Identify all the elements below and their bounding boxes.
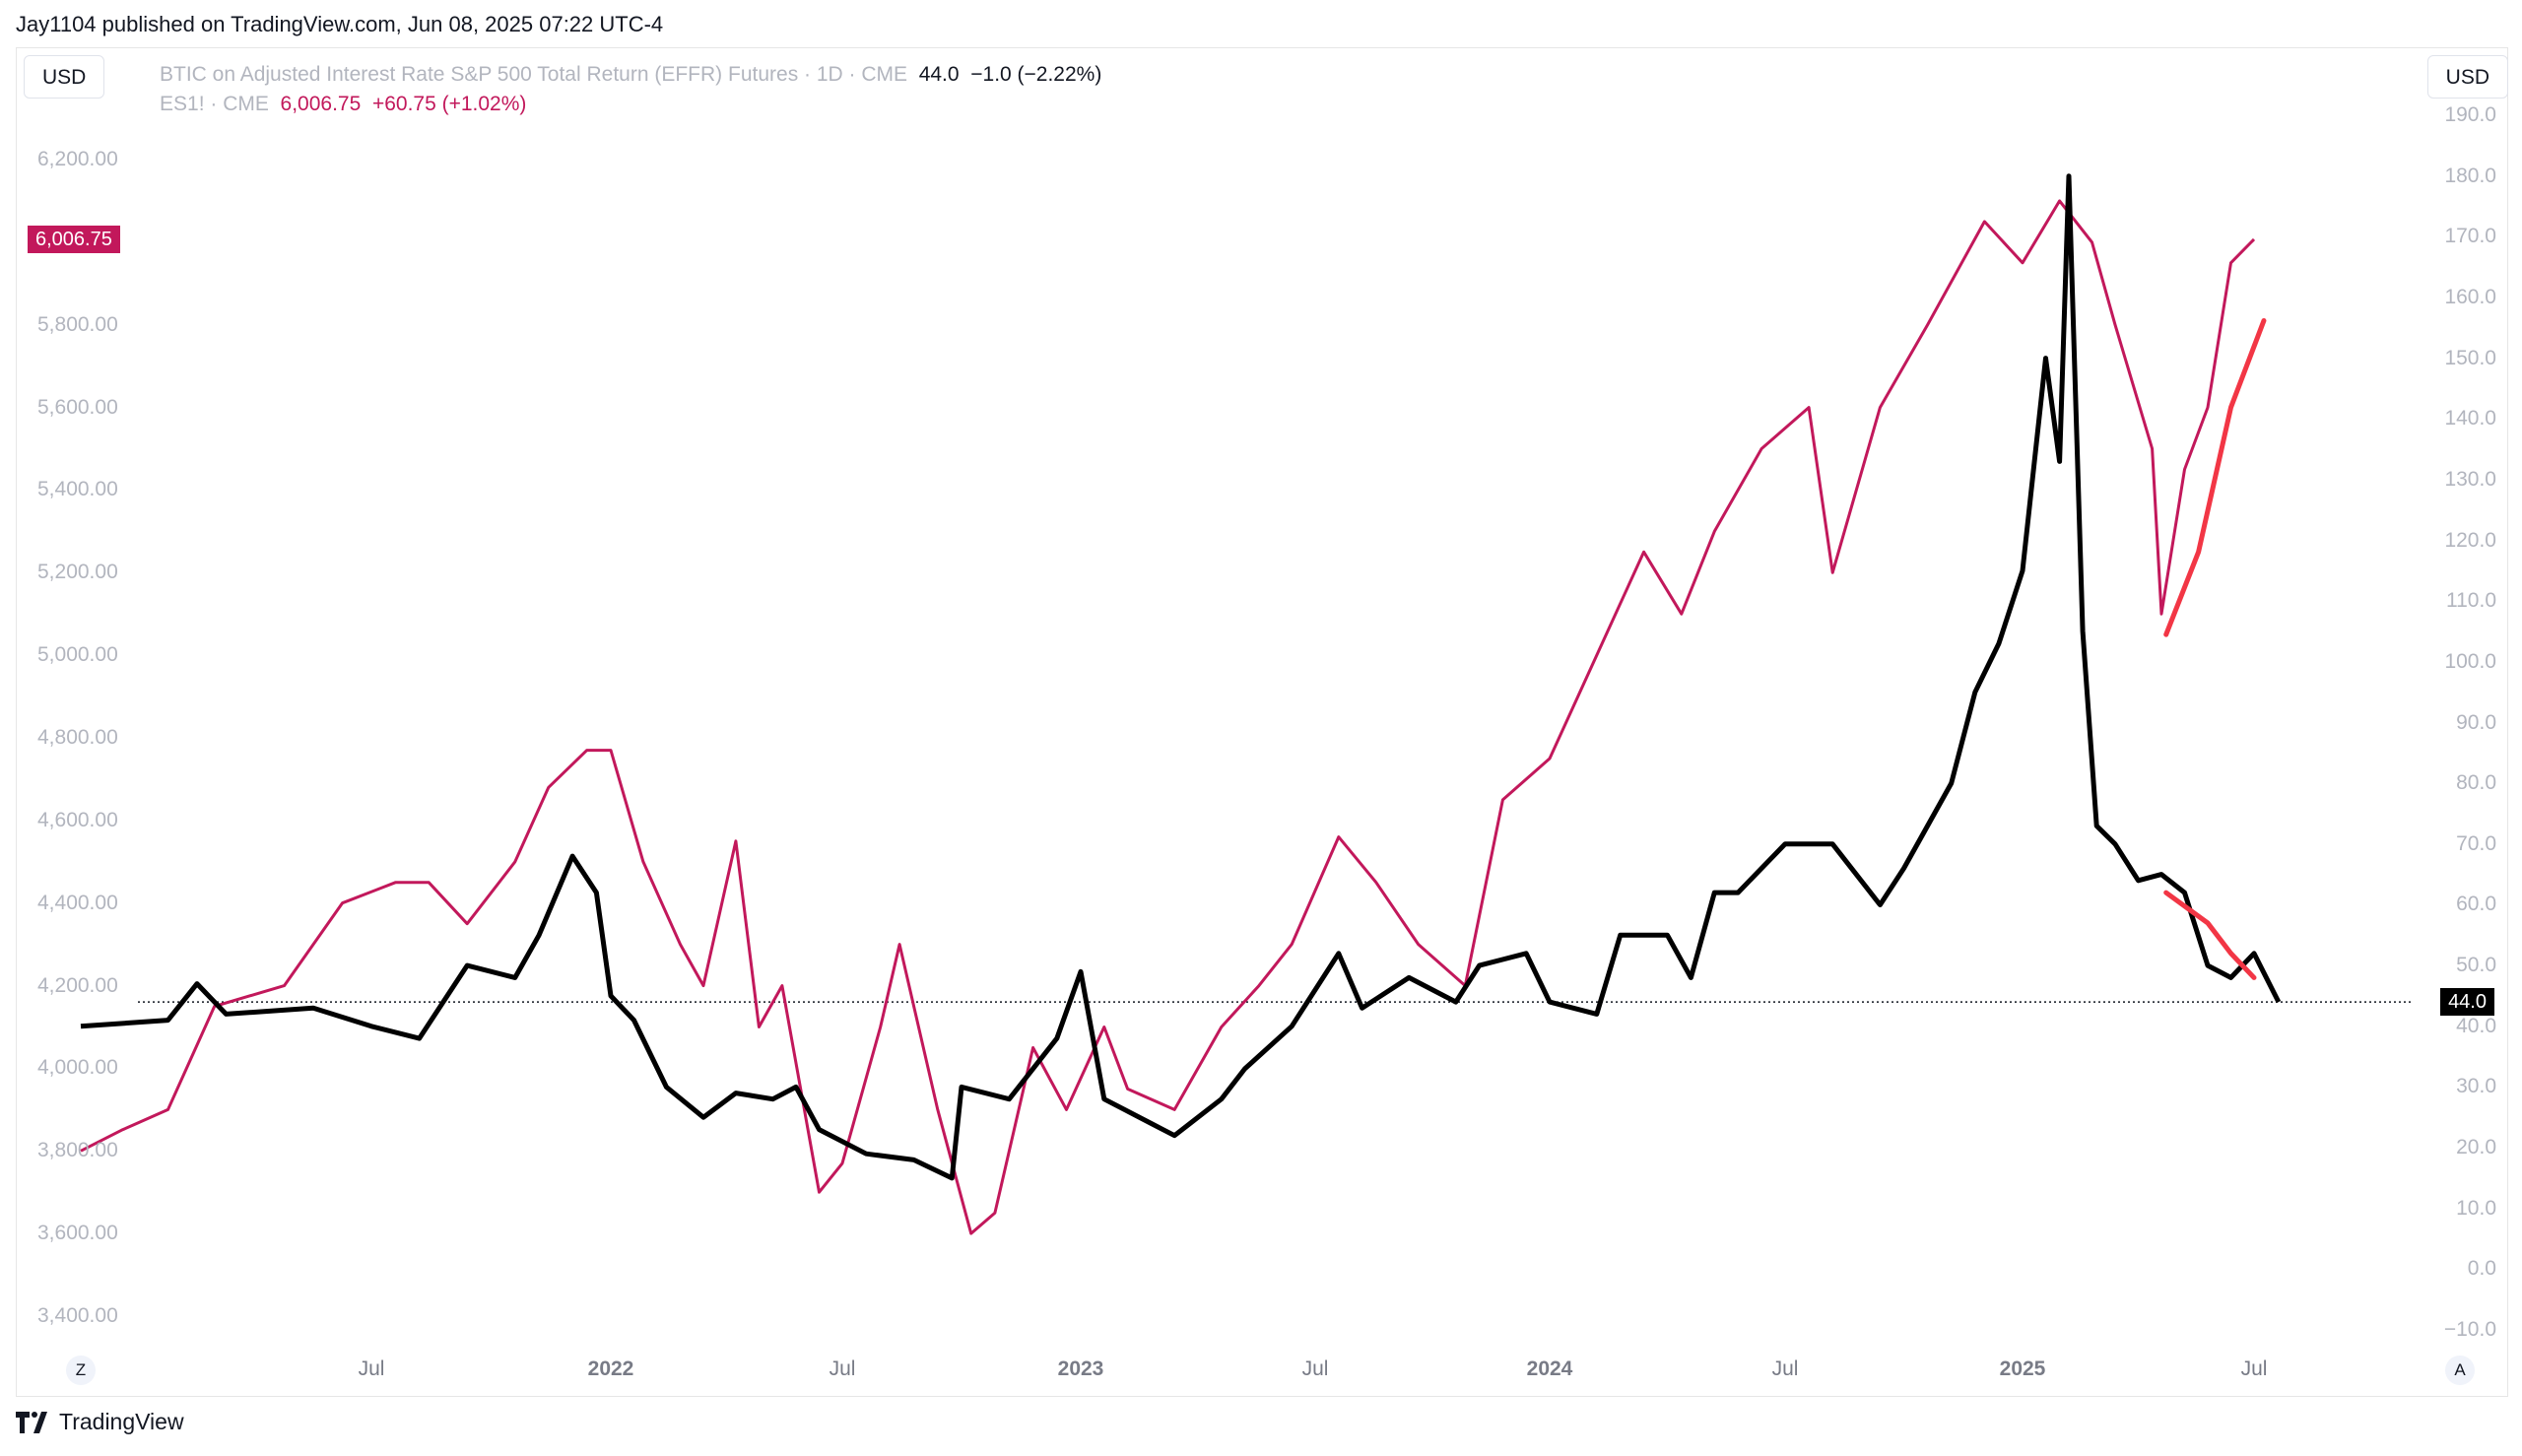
x-axis-tick: 2025	[1999, 1357, 2046, 1380]
left-axis-label: 5,000.00	[37, 643, 118, 667]
right-axis-label: 100.0	[2444, 649, 2496, 673]
left-axis-label: 3,600.00	[37, 1222, 118, 1245]
right-axis-label: 180.0	[2444, 164, 2496, 187]
overlay-series-last: 6,006.75	[280, 93, 362, 115]
right-currency-button[interactable]: USD	[2426, 55, 2508, 99]
left-currency-button[interactable]: USD	[24, 55, 105, 99]
overlay-series-change: +60.75 (+1.02%)	[371, 93, 527, 115]
right-axis-label: 140.0	[2444, 407, 2496, 430]
brand-name: TradingView	[59, 1409, 184, 1434]
x-axis-tick: Jul	[1771, 1357, 1799, 1380]
right-axis-label: 120.0	[2444, 528, 2496, 552]
right-axis-label: 90.0	[2456, 710, 2496, 734]
auto-scale-button[interactable]: A	[2445, 1356, 2475, 1385]
left-axis-label: 6,200.00	[37, 148, 118, 170]
x-axis-tick: Jul	[358, 1357, 385, 1380]
right-axis-label: 50.0	[2456, 954, 2496, 977]
overlay-last-price-tag: 6,006.75	[28, 226, 120, 254]
overlay-series-legend: ES1! · CME 6,006.75 +60.75 (+1.02%)	[160, 93, 526, 116]
right-axis-label: 70.0	[2456, 831, 2496, 855]
main-series-last: 44.0	[918, 63, 960, 86]
left-axis-label: 5,800.00	[37, 312, 118, 336]
tradingview-logo: TradingView	[16, 1409, 184, 1435]
left-axis-label: 5,200.00	[37, 561, 118, 584]
main-series-line	[80, 173, 2282, 1181]
annotation-arc-0	[2163, 318, 2267, 637]
main-last-price-tag: 44.0	[2440, 988, 2494, 1017]
tradingview-icon	[16, 1411, 47, 1433]
left-axis-label: 4,000.00	[37, 1056, 118, 1080]
right-axis-label: 40.0	[2456, 1014, 2496, 1037]
left-axis-label: 4,400.00	[37, 891, 118, 914]
overlay-series-line	[80, 199, 2256, 1235]
left-axis-label: 4,200.00	[37, 973, 118, 997]
left-axis-label: 5,400.00	[37, 478, 118, 501]
x-axis-tick: 2022	[587, 1357, 634, 1380]
annotation-arc-1	[2163, 890, 2257, 980]
x-axis-tick: Jul	[2240, 1357, 2268, 1380]
right-axis-label: 130.0	[2444, 467, 2496, 491]
chart-frame	[16, 47, 2508, 1397]
right-axis-label: −10.0	[2443, 1318, 2496, 1341]
right-axis-label: 0.0	[2467, 1257, 2496, 1281]
right-axis-label: 150.0	[2444, 346, 2496, 369]
main-series-legend: BTIC on Adjusted Interest Rate S&P 500 T…	[160, 63, 1101, 87]
x-axis-tick: Jul	[829, 1357, 856, 1380]
left-axis-label: 4,600.00	[37, 808, 118, 831]
main-series-title: BTIC on Adjusted Interest Rate S&P 500 T…	[160, 63, 908, 86]
right-axis-label: 30.0	[2456, 1075, 2496, 1098]
x-axis-tick: Jul	[1301, 1357, 1329, 1380]
left-axis-label: 3,800.00	[37, 1139, 118, 1162]
main-series-change: −1.0 (−2.22%)	[970, 63, 1102, 86]
right-axis-label: 20.0	[2456, 1136, 2496, 1159]
right-axis-label: 160.0	[2444, 285, 2496, 308]
x-axis-tick: 2024	[1526, 1357, 1573, 1380]
right-axis-label: 170.0	[2444, 225, 2496, 248]
x-axis-tick: 2023	[1057, 1357, 1104, 1380]
right-axis-label: 80.0	[2456, 771, 2496, 795]
overlay-series-symbol: ES1! · CME	[160, 93, 269, 115]
right-axis-label: 60.0	[2456, 893, 2496, 916]
publisher-line: Jay1104 published on TradingView.com, Ju…	[16, 12, 664, 36]
zoom-button[interactable]: Z	[66, 1356, 96, 1385]
right-axis-label: 110.0	[2446, 589, 2496, 613]
left-axis-label: 4,800.00	[37, 726, 118, 749]
right-axis-label: 190.0	[2444, 103, 2496, 126]
left-axis-label: 3,400.00	[37, 1304, 118, 1327]
right-axis-label: 10.0	[2456, 1196, 2496, 1220]
left-axis-label: 5,600.00	[37, 395, 118, 419]
